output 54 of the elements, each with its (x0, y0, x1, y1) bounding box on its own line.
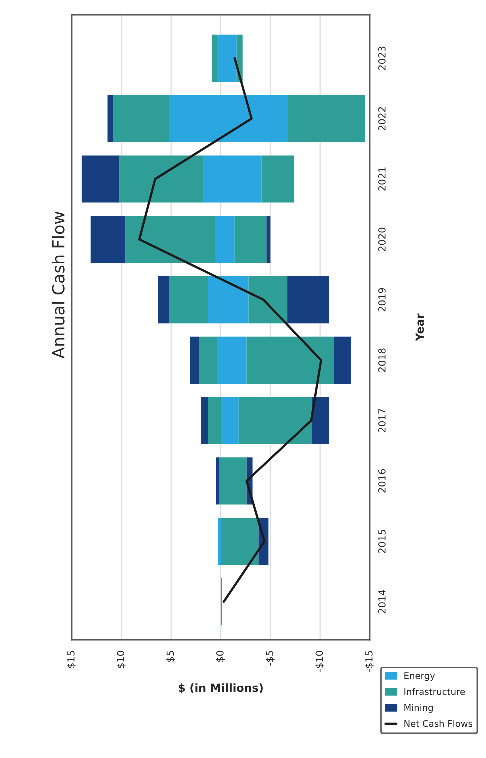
bar (246, 336, 334, 384)
bar (169, 276, 208, 324)
bar (82, 156, 120, 203)
bar (221, 336, 247, 384)
bar (120, 156, 204, 203)
bar (114, 95, 170, 142)
y-tick-label: 2023 (378, 46, 386, 70)
y-tick-label: 2020 (378, 228, 386, 252)
x-tick-label: $0 (216, 651, 226, 662)
bar (248, 276, 288, 324)
y-tick-label: 2017 (378, 409, 386, 432)
x-tick-label: $10 (116, 651, 126, 668)
bar (312, 397, 330, 444)
bar (201, 397, 208, 444)
y-tick-label: 2021 (378, 168, 386, 191)
legend-label: Infrastructure (404, 688, 466, 696)
bar (108, 95, 114, 142)
bar (221, 34, 237, 82)
legend-label: Net Cash Flows (404, 720, 473, 728)
bar (221, 458, 247, 505)
bar (218, 518, 221, 566)
y-tick-label: 2016 (378, 469, 386, 493)
x-tick-label: -$5 (266, 651, 275, 666)
bar (216, 458, 220, 505)
text: Annual Cash Flow (52, 212, 65, 359)
bar (212, 34, 218, 82)
bar (262, 156, 295, 203)
x-axis-title: $ (in Millions) (178, 684, 263, 694)
bar (90, 216, 126, 264)
bar (208, 397, 221, 444)
bar (234, 216, 267, 264)
bar (190, 336, 200, 384)
bar (221, 518, 259, 566)
x-tick-label: $5 (166, 651, 176, 662)
bar (199, 336, 218, 384)
x-tick-label: -$10 (316, 651, 324, 672)
bar (158, 276, 170, 324)
bar (221, 397, 239, 444)
bar (334, 336, 352, 384)
legend-label: Mining (404, 704, 433, 714)
y-tick-label: 2018 (378, 348, 386, 372)
bar (238, 397, 312, 444)
y-tick-label: 2022 (378, 107, 386, 131)
bar (288, 95, 366, 142)
y-tick-label: 2014 (378, 590, 386, 614)
bar (288, 276, 330, 324)
x-tick-label: $15 (67, 651, 76, 668)
bar (126, 216, 216, 264)
legend-label: Energy (404, 672, 436, 682)
y-axis-title: Year (416, 314, 424, 342)
y-tick-label: 2019 (378, 288, 386, 312)
x-tick-label: -$15 (365, 651, 374, 672)
y-tick-label: 2015 (378, 530, 386, 554)
bar (266, 216, 271, 264)
